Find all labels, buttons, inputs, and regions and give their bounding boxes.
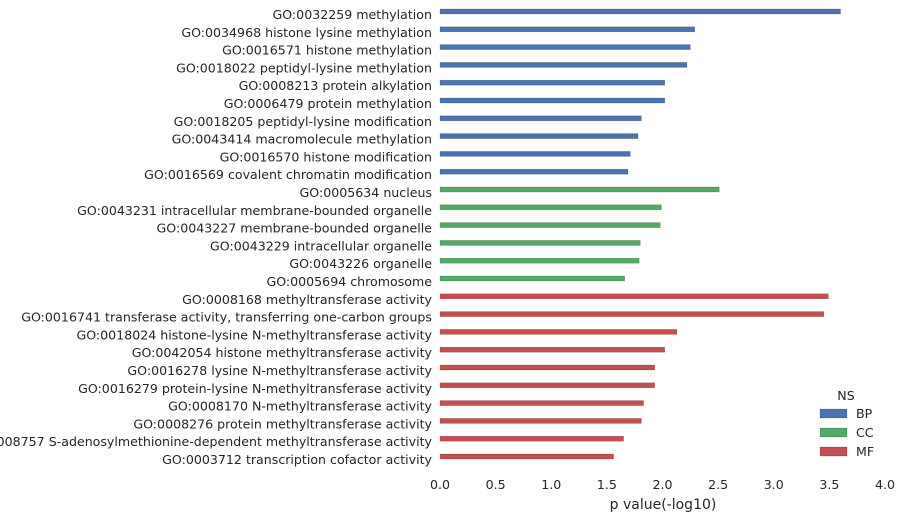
- bar-mf: [439, 382, 656, 389]
- x-tick-label: 2.5: [708, 477, 728, 492]
- bar-mf: [439, 453, 614, 460]
- category-label: GO:0006479 protein methylation: [224, 96, 432, 111]
- category-label: GO:0018022 peptidyl-lysine methylation: [176, 60, 432, 75]
- category-label: GO:0018205 peptidyl-lysine modification: [174, 114, 432, 129]
- bar-mf: [439, 435, 624, 442]
- bar-bp: [439, 133, 639, 139]
- x-tick-label: 1.5: [597, 477, 617, 492]
- x-tick-label: 0.0: [430, 477, 450, 492]
- legend-swatch-cc: [819, 427, 848, 438]
- category-label: GO:0005634 nucleus: [300, 185, 432, 200]
- category-label: GO:0043229 intracellular organelle: [210, 238, 432, 253]
- category-label: GO:0016571 histone methylation: [222, 43, 432, 58]
- bar-cc: [439, 186, 720, 193]
- bar-bp: [439, 62, 688, 68]
- legend-entry-bp: BP: [856, 406, 873, 421]
- legend-entry-cc: CC: [856, 425, 874, 440]
- category-label: GO:0016570 histone modification: [220, 149, 432, 164]
- category-label: GO:0008170 N-methyltransferase activity: [168, 399, 432, 414]
- category-label: GO:0008213 protein alkylation: [239, 78, 432, 93]
- category-label: GO:0003712 transcription cofactor activi…: [162, 452, 432, 467]
- category-label: GO:0016279 protein-lysine N-methyltransf…: [78, 381, 432, 396]
- bar-mf: [439, 346, 666, 353]
- bar-mf: [439, 400, 644, 406]
- bar-mf: [439, 311, 825, 317]
- bar-bp: [439, 79, 666, 86]
- category-label: GO:0034968 histone lysine methylation: [181, 25, 432, 40]
- category-label: GO:0043227 membrane-bounded organelle: [157, 221, 433, 236]
- legend-swatch-mf: [819, 446, 848, 457]
- bar-mf: [439, 364, 656, 371]
- bar-mf: [439, 329, 678, 335]
- category-label: GO:0032259 methylation: [272, 7, 432, 22]
- legend-title: NS: [837, 388, 854, 403]
- category-label: GO:0008276 protein methyltransferase act…: [133, 416, 432, 431]
- category-label: GO:0016278 lysine N-methyltransferase ac…: [127, 363, 432, 378]
- bar-bp: [439, 168, 629, 175]
- bar-bp: [439, 44, 691, 50]
- category-label: GO:0016569 covalent chromatin modificati…: [144, 167, 432, 182]
- category-label: GO:0008757 S-adenosylmethionine-dependen…: [0, 434, 433, 449]
- bar-bp: [439, 26, 696, 33]
- category-label: GO:0043231 intracellular membrane-bounde…: [77, 203, 432, 218]
- x-tick-label: 3.5: [819, 477, 839, 492]
- bar-bp: [439, 97, 666, 104]
- bar-bp: [439, 115, 642, 122]
- bar-cc: [439, 204, 662, 211]
- legend-entry-mf: MF: [856, 444, 874, 459]
- bar-cc: [439, 257, 640, 264]
- category-label: GO:0043414 macromolecule methylation: [172, 132, 432, 147]
- x-tick-label: 4.0: [875, 477, 895, 492]
- category-label: GO:0043226 organelle: [289, 256, 432, 271]
- x-tick-label: 1.0: [541, 477, 561, 492]
- bar-mf: [439, 293, 829, 300]
- category-label: GO:0016741 transferase activity, transfe…: [21, 310, 432, 325]
- category-label: GO:0042054 histone methyltransferase act…: [132, 345, 433, 360]
- x-axis-label: p value(-log10): [610, 497, 717, 513]
- x-tick-label: 2.0: [652, 477, 672, 492]
- category-label: GO:0005694 chromosome: [266, 274, 432, 289]
- category-label: GO:0018024 histone-lysine N-methyltransf…: [76, 327, 432, 342]
- bar-cc: [439, 275, 625, 282]
- bar-mf: [439, 418, 642, 424]
- x-tick-label: 3.0: [764, 477, 784, 492]
- bar-bp: [439, 8, 841, 15]
- category-label: GO:0008168 methyltransferase activity: [182, 292, 432, 307]
- bar-cc: [439, 240, 641, 246]
- legend-swatch-bp: [819, 408, 848, 419]
- x-tick-label: 0.5: [486, 477, 506, 492]
- bar-cc: [439, 222, 661, 228]
- bar-bp: [439, 151, 631, 157]
